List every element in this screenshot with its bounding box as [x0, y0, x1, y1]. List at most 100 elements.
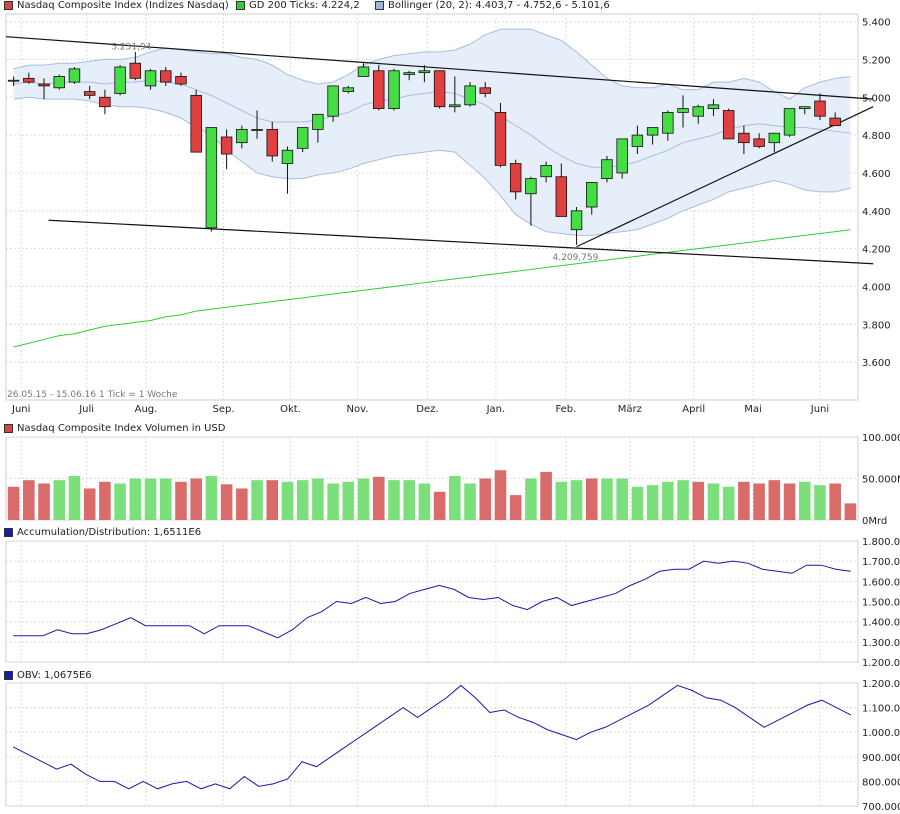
candle [738, 125, 750, 155]
volume-bar [175, 481, 187, 520]
candle [357, 63, 370, 77]
volume-bar [68, 476, 81, 520]
candle [449, 76, 461, 113]
ad-legend-swatch [4, 528, 13, 537]
candle-body [114, 66, 126, 94]
candle-body [646, 127, 659, 136]
candle-body [68, 68, 81, 83]
x-tick-label: Feb. [555, 404, 576, 415]
candle-body [525, 178, 537, 195]
candle-body [540, 164, 552, 178]
candle [53, 74, 65, 90]
candle-body [449, 104, 461, 108]
bollinger-lower-line [13, 96, 851, 236]
volume-bar [281, 481, 294, 520]
volume-bar [266, 480, 279, 520]
candle [129, 51, 142, 81]
candle-body [783, 108, 796, 136]
candle [433, 70, 446, 109]
candle [23, 72, 35, 85]
x-tick-label: Dez. [416, 404, 438, 415]
y-tick-label: 900.000 [862, 753, 900, 764]
volume-bar [646, 485, 659, 520]
candle-body [494, 111, 507, 166]
candle [99, 89, 111, 115]
trendlines [5, 36, 874, 265]
y-tick-label: 3.600 [862, 358, 891, 369]
candle [677, 95, 689, 128]
candle [327, 85, 339, 122]
candle-body [357, 66, 370, 77]
y-tick-label: 5.200 [862, 55, 891, 66]
moving-average-200 [13, 229, 851, 348]
volume-bar [342, 481, 355, 520]
candle [251, 110, 263, 139]
candle-body [53, 76, 65, 89]
volume-bar [494, 470, 507, 520]
candle [783, 108, 796, 137]
volume-bar [509, 495, 522, 520]
legend-ma200: GD 200 Ticks: 4.224,2 [236, 0, 360, 11]
volume-bar [753, 483, 765, 520]
y-tick-label: 3.800 [862, 320, 891, 331]
legend-price: Nasdaq Composite Index (Indizes Nasdaq) [4, 0, 229, 11]
price-annotations: 5.231,94 4.209,759 [111, 42, 598, 262]
volume-bar [312, 478, 324, 520]
volume-bar [296, 480, 309, 520]
y-tick-label: 700.000 [862, 802, 900, 813]
panel-frame [5, 13, 859, 401]
ma200-legend-label: GD 200 Ticks: 4.224,2 [249, 0, 360, 11]
trendline [576, 106, 874, 248]
obv-legend-swatch [4, 671, 13, 680]
candle [479, 82, 491, 98]
candle [68, 66, 81, 85]
y-tick-label: 5.400 [862, 18, 891, 29]
x-tick-label: März [618, 404, 642, 415]
volume-bar [418, 483, 431, 520]
candle [829, 112, 841, 127]
candle [7, 76, 20, 86]
ad-legend-label: Accumulation/Distribution: 1,6511E6 [17, 527, 202, 538]
candle-body [23, 77, 35, 83]
candle [205, 127, 218, 232]
volume-bar [190, 478, 202, 520]
volume-bar [251, 480, 263, 520]
candle [190, 89, 202, 153]
candle [722, 108, 735, 140]
candle-body [160, 70, 172, 83]
candle-body [388, 70, 400, 110]
bollinger-legend-swatch [375, 1, 384, 10]
legend-volume: Nasdaq Composite Index Volumen in USD [4, 423, 225, 434]
volume-bar [449, 476, 461, 520]
legend-ad: Accumulation/Distribution: 1,6511E6 [4, 527, 201, 538]
candle-body [373, 70, 385, 110]
y-tick-label: 1.500.000 [862, 598, 900, 609]
candle [160, 66, 172, 86]
y-tick-label: 1.000.000 [862, 728, 900, 739]
candle [525, 176, 537, 226]
volume-bar [327, 483, 339, 520]
candle [403, 70, 415, 81]
candle [114, 65, 126, 96]
volume-bar [357, 478, 370, 520]
candle [373, 65, 385, 111]
axis-labels: 5.400 5.200 5.000 4.800 4.600 4.400 4.200 4.000… [11, 18, 900, 813]
x-tick-label: Juni [810, 404, 829, 415]
candle-body [403, 72, 415, 75]
y-tick-label: 800.000 [862, 777, 900, 788]
y-tick-label: 4.600 [862, 169, 891, 180]
volume-bar [707, 483, 720, 520]
candle-body [707, 104, 720, 110]
volume-bar [814, 485, 826, 520]
obv-line [12, 684, 852, 790]
volume-bar [7, 486, 20, 520]
volume-legend-label: Nasdaq Composite Index Volumen in USD [17, 423, 226, 434]
candle-body [144, 70, 157, 87]
candle [342, 85, 355, 94]
volume-bar [677, 480, 689, 520]
y-tick-label: 100.000 [862, 433, 900, 444]
candle-body [799, 106, 811, 110]
bollinger-upper-line [13, 28, 851, 100]
y-tick-label: 4.400 [862, 207, 891, 218]
